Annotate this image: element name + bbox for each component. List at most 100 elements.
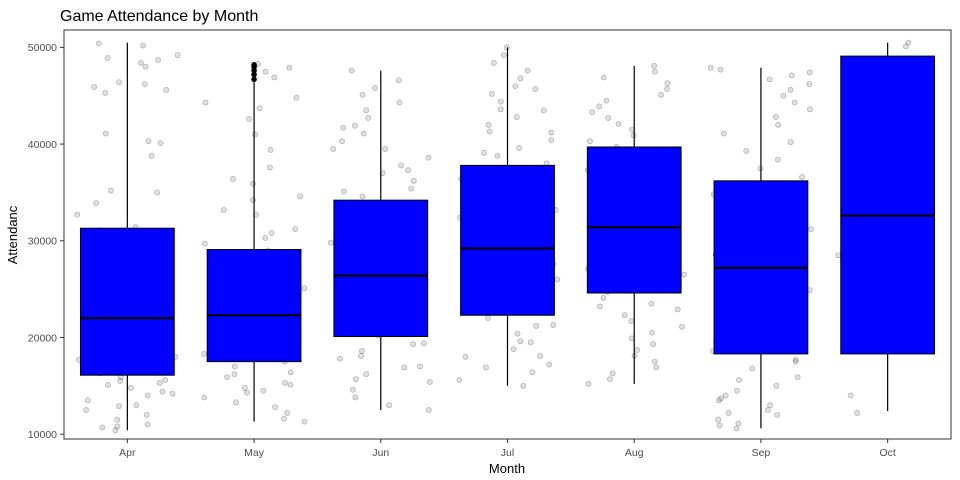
jitter-point: [142, 63, 149, 70]
jitter-point: [426, 379, 433, 385]
jitter-point: [524, 67, 531, 74]
jitter-point: [651, 68, 658, 75]
jitter-point: [249, 197, 256, 204]
jitter-point: [284, 409, 290, 416]
jitter-point: [634, 347, 640, 353]
jitter-point: [143, 411, 150, 418]
box-jul: [460, 47, 555, 386]
jitter-point: [174, 52, 181, 58]
jitter-point: [649, 329, 655, 336]
jitter-point: [286, 64, 293, 71]
jitter-point: [736, 377, 742, 383]
jitter-point: [516, 145, 522, 151]
jitter-point: [488, 90, 495, 97]
jitter-point: [780, 92, 787, 99]
jitter-point: [327, 239, 334, 246]
jitter-point: [266, 164, 273, 171]
jitter-point: [105, 381, 111, 388]
jitter-point: [340, 124, 347, 131]
boxes-layer: [79, 42, 936, 431]
jitter-point: [220, 206, 227, 213]
jitter-point: [791, 99, 798, 106]
jitter-point: [520, 382, 527, 389]
jitter-point: [651, 358, 658, 365]
jitter-point: [628, 318, 635, 324]
jitter-point: [144, 421, 151, 428]
jitter-point: [679, 323, 685, 330]
jitter-point: [262, 68, 269, 75]
box-may: [206, 62, 302, 422]
jitter-point: [102, 89, 108, 96]
jitter-point: [91, 84, 98, 90]
jitter-point: [648, 300, 655, 307]
jitter-point: [767, 402, 773, 409]
x-tick-label: Aug: [625, 447, 644, 459]
jitter-point: [116, 79, 122, 86]
jitter-point: [513, 114, 520, 120]
jitter-point: [271, 74, 278, 81]
jitter-point: [137, 60, 144, 66]
jitter-point: [517, 75, 524, 82]
jitter-point: [510, 346, 517, 352]
jitter-point: [596, 103, 603, 110]
jitter-point: [244, 389, 250, 396]
jitter-point: [807, 106, 813, 113]
jitter-point: [114, 416, 121, 423]
jitter-point: [162, 377, 169, 383]
jitter-point: [514, 330, 521, 337]
jitter-point: [774, 411, 781, 418]
jitter-point: [249, 180, 256, 187]
jitter-point: [766, 76, 773, 83]
jitter-point: [775, 156, 781, 163]
jitter-point: [148, 152, 155, 159]
jitter-point: [854, 409, 860, 416]
jitter-point: [352, 394, 359, 401]
jitter-point: [348, 67, 355, 74]
jitter-point: [615, 120, 622, 127]
jitter-point: [664, 86, 670, 92]
jitter-point: [621, 312, 628, 319]
box-iqr: [840, 55, 936, 355]
jitter-point: [141, 81, 148, 87]
jitter-point: [716, 397, 722, 404]
jitter-point: [297, 193, 303, 200]
jitter-point: [548, 137, 555, 144]
box-sep: [713, 67, 809, 429]
jitter-point: [108, 187, 114, 194]
jitter-point: [587, 138, 593, 145]
jitter-point: [733, 425, 740, 432]
jitter-point: [93, 200, 100, 206]
jitter-point: [416, 363, 423, 370]
jitter-point: [847, 392, 854, 399]
jitter-point: [765, 407, 771, 413]
jitter-point: [681, 271, 687, 278]
jitter-point: [483, 364, 489, 371]
x-tick-label: May: [244, 447, 265, 459]
box-apr: [79, 42, 175, 431]
jitter-point: [787, 139, 794, 146]
jitter-point: [396, 99, 403, 106]
jitter-point: [256, 105, 263, 112]
jitter-point: [494, 152, 501, 159]
jitter-point: [658, 91, 664, 98]
jitter-point: [485, 121, 492, 128]
jitter-point: [99, 424, 106, 431]
jitter-point: [363, 371, 370, 378]
jitter-point: [600, 294, 607, 301]
jitter-point: [382, 145, 389, 152]
jitter-point: [292, 226, 299, 233]
jitter-point: [674, 306, 681, 313]
jitter-point: [144, 392, 151, 399]
box-iqr: [460, 164, 555, 316]
jitter-point: [252, 131, 259, 138]
jitter-point: [95, 40, 102, 47]
outlier-point: [251, 76, 257, 83]
jitter-point: [201, 350, 207, 357]
jitter-point: [792, 358, 799, 365]
chart-title: Game Attendance by Month: [60, 8, 258, 25]
jitter-point: [201, 394, 208, 401]
jitter-point: [359, 91, 366, 98]
jitter-point: [806, 81, 813, 87]
jitter-point: [788, 72, 795, 79]
jitter-point: [301, 285, 308, 292]
